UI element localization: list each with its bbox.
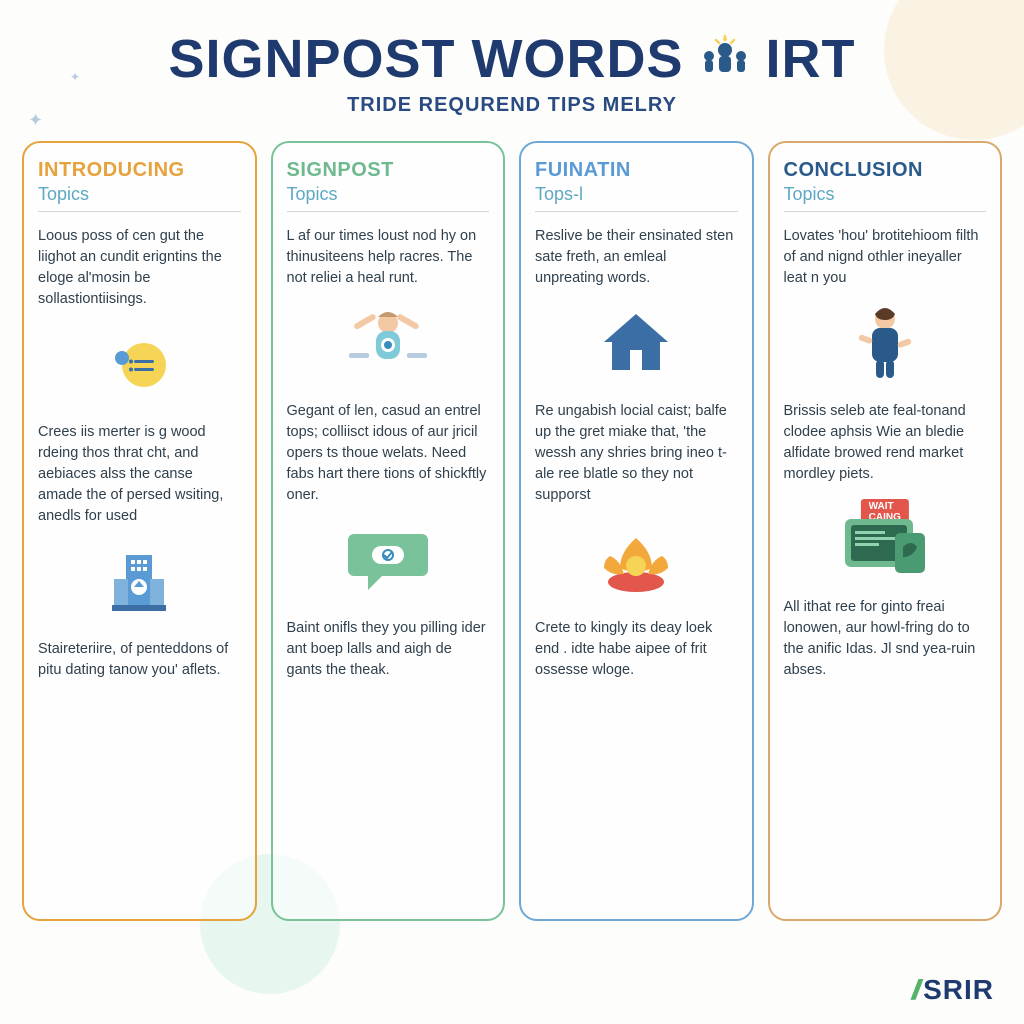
building-icon (104, 543, 174, 621)
column-introducing: INTRODUCING Topics Loous poss of cen gut… (22, 141, 257, 921)
sun-gear-icon (104, 326, 174, 404)
col-title: SIGNPOST (287, 159, 490, 182)
person-hips-icon (848, 305, 922, 383)
paragraph: Crees iis merter is g wood rdeing thos t… (38, 422, 241, 527)
house-icon (598, 305, 674, 383)
brand-text: SRIR (923, 974, 994, 1006)
paragraph: Re ungabish locial caist; balfe up the g… (535, 401, 738, 506)
columns-container: INTRODUCING Topics Loous poss of cen gut… (0, 131, 1024, 941)
person-arms-icon (343, 305, 433, 383)
brand-slash-icon: // (912, 974, 916, 1006)
col-title: FUINATIN (535, 159, 738, 182)
paragraph: Brissis seleb ate feal-tonand clodee aph… (784, 401, 987, 485)
col-title: INTRODUCING (38, 159, 241, 182)
paragraph: Lovates 'hou' brotitehioom filth of and … (784, 226, 987, 289)
col-title: CONCLUSION (784, 159, 987, 182)
title-right: IRT (766, 28, 856, 90)
people-group-icon (696, 30, 754, 88)
title-left: SIGNPOST WORDS (168, 28, 683, 90)
paragraph: All ithat ree for ginto freai lonowen, a… (784, 597, 987, 681)
paragraph: Baint onifls they you pilling ider ant b… (287, 618, 490, 681)
col-subtitle: Topics (784, 184, 987, 212)
col-subtitle: Tops-l (535, 184, 738, 212)
main-title: SIGNPOST WORDS IRT (168, 28, 855, 90)
paragraph: Reslive be their ensinated sten sate fre… (535, 226, 738, 289)
column-conclusion: CONCLUSION Topics Lovates 'hou' brotiteh… (768, 141, 1003, 921)
paragraph: Staireteriire, of penteddons of pitu dat… (38, 639, 241, 681)
subtitle: TRIDE REQUREND TIPS MELRY (20, 94, 1004, 117)
column-fuination: FUINATIN Tops-l Reslive be their ensinat… (519, 141, 754, 921)
footer-brand: // SRIR (912, 974, 994, 1006)
header: SIGNPOST WORDS IRT TRIDE REQUREND TIPS M… (0, 0, 1024, 131)
paragraph: Loous poss of cen gut the liighot an cun… (38, 226, 241, 310)
device-card-icon: WAIT CAING (839, 501, 931, 579)
column-signpost: SIGNPOST Topics L af our times loust nod… (271, 141, 506, 921)
col-subtitle: Topics (38, 184, 241, 212)
lotus-icon (596, 522, 676, 600)
paragraph: Crete to kingly its deay loek end . idte… (535, 618, 738, 681)
speech-bubble-icon (346, 522, 430, 600)
col-subtitle: Topics (287, 184, 490, 212)
paragraph: Gegant of len, casud an entrel tops; col… (287, 401, 490, 506)
paragraph: L af our times loust nod hy on thinusite… (287, 226, 490, 289)
